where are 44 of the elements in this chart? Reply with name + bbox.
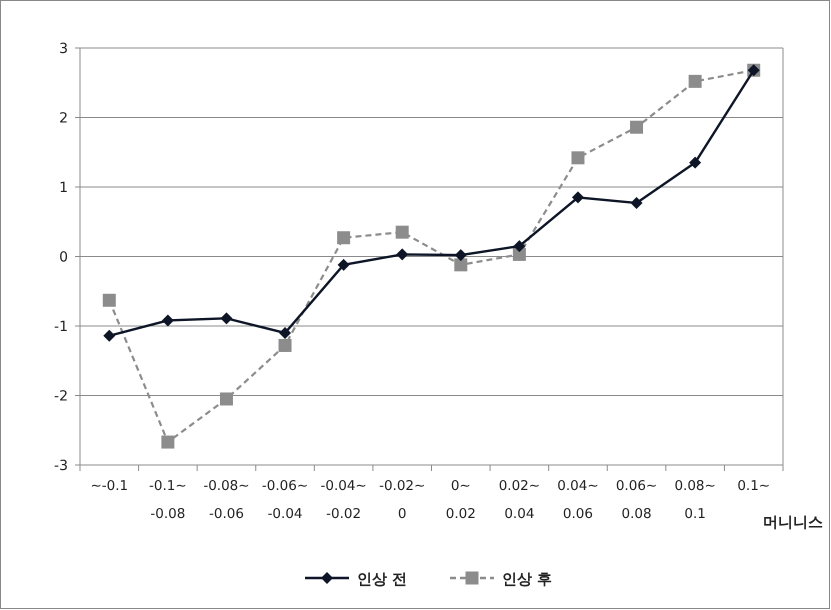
point <box>102 294 116 307</box>
x-tick-label: -0.06~ -0.04 <box>262 478 308 522</box>
x-tick-label: -0.1~ -0.08 <box>149 478 187 522</box>
x-tick-label: 0.1~ <box>737 478 770 494</box>
point <box>512 248 526 261</box>
y-tick-label: 1 <box>59 180 68 196</box>
y-tick-label: -2 <box>54 388 68 404</box>
legend-label: 인상 후 <box>502 570 552 588</box>
point <box>454 249 467 262</box>
point <box>688 74 702 88</box>
x-tick-label: 0.02~ 0.04 <box>498 478 540 522</box>
x-tick-label: -0.02~ 0 <box>379 478 426 522</box>
point <box>454 258 468 272</box>
point <box>396 226 409 239</box>
x-tick-label: -0.04~ -0.02 <box>320 478 367 522</box>
point <box>337 231 350 244</box>
x-tick-label: ~-0.1 <box>90 478 128 494</box>
y-tick-label: 3 <box>59 41 68 57</box>
point <box>571 151 584 164</box>
legend-label: 인상 전 <box>357 570 408 588</box>
point <box>338 258 350 271</box>
x-tick-label: 0~ 0.02 <box>446 478 476 522</box>
x-tick-label: 0.08~ 0.1 <box>674 478 716 522</box>
y-tick-label: -1 <box>54 319 68 335</box>
point <box>630 196 643 209</box>
point <box>103 330 116 342</box>
point <box>279 326 292 339</box>
point <box>220 312 232 324</box>
point <box>513 240 526 252</box>
point <box>630 120 644 134</box>
y-tick-label: 2 <box>59 110 68 126</box>
point <box>689 156 702 169</box>
x-tick-label: 0.06~ 0.08 <box>616 478 658 522</box>
x-tick-label: 0.04~ 0.06 <box>557 478 599 522</box>
point <box>572 191 584 204</box>
y-tick-label: 0 <box>59 250 68 266</box>
x-axis-title: 머니니스 <box>763 513 823 531</box>
point <box>396 248 408 260</box>
x-tick-label: -0.08~ -0.06 <box>203 478 250 522</box>
point <box>161 436 174 449</box>
point <box>278 338 292 352</box>
y-tick-label: -3 <box>54 458 68 474</box>
point <box>162 314 174 326</box>
point <box>220 392 233 406</box>
